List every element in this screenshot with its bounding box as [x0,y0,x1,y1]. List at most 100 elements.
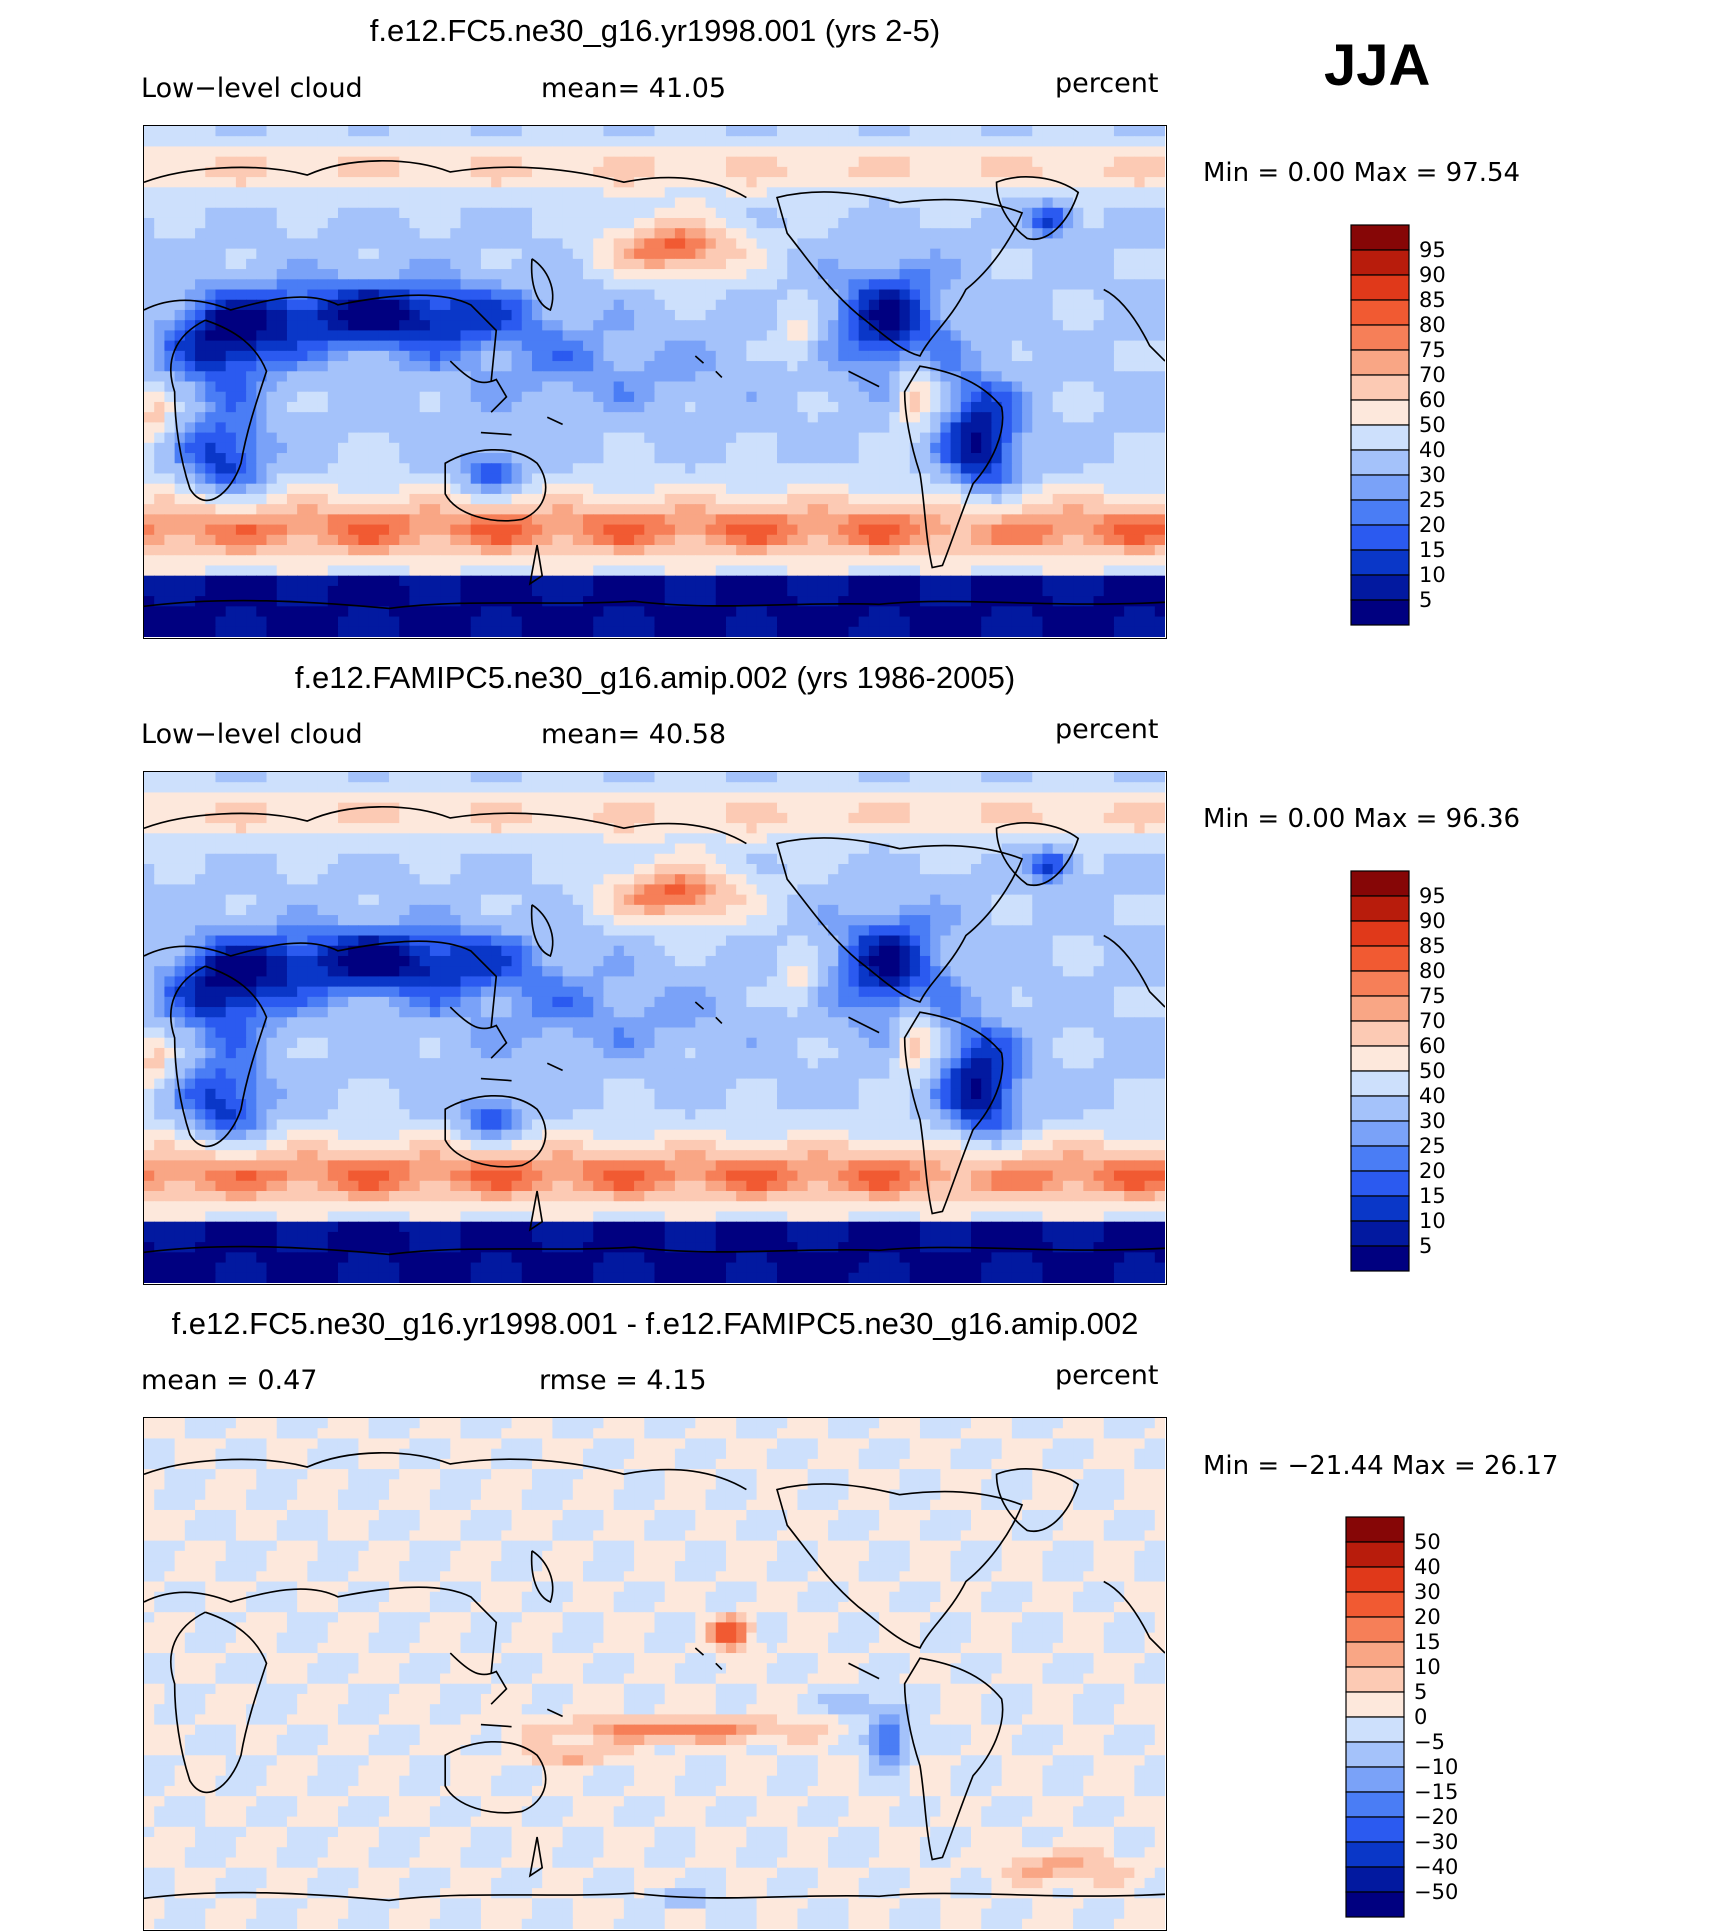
colorbar-swatch [1350,374,1410,401]
panel1-mean-label: mean= 41.05 [541,73,727,104]
colorbar-swatch [1350,549,1410,576]
colorbar-swatch [1350,599,1410,626]
colorbar-swatch [1350,1095,1410,1122]
colorbar-swatch [1350,1145,1410,1172]
panel1-title: f.e12.FC5.ne30_g16.yr1998.001 (yrs 2-5) [369,13,941,48]
colorbar-swatch [1345,1591,1405,1618]
colorbar-tick-label: 50 [1419,413,1446,437]
colorbar-swatch [1350,499,1410,526]
colorbar-swatch [1345,1691,1405,1718]
colorbar-swatch [1350,449,1410,476]
colorbar-tick-label: 10 [1419,563,1446,587]
colorbar-tick-label: 50 [1414,1530,1441,1554]
colorbar-tick-label: 5 [1419,588,1432,612]
colorbar-swatch [1350,1220,1410,1247]
panel3-units-label: percent [1055,1360,1159,1391]
panel2-mean-label: mean= 40.58 [541,719,727,750]
season-label: JJA [1324,33,1431,98]
panel1-map [143,125,1167,639]
panel2-title: f.e12.FAMIPC5.ne30_g16.amip.002 (yrs 198… [294,660,1016,695]
colorbar-swatch [1350,299,1410,326]
colorbar-swatch [1350,995,1410,1022]
panel1-minmax: Min = 0.00 Max = 97.54 [1203,158,1521,188]
colorbar-tick-label: 30 [1414,1580,1441,1604]
colorbar-tick-label: 20 [1414,1605,1441,1629]
colorbar-swatch [1345,1666,1405,1693]
colorbar-tick-label: 95 [1419,238,1446,262]
colorbar-tick-label: 90 [1419,263,1446,287]
colorbar-swatch [1345,1891,1405,1918]
colorbar-swatch [1350,249,1410,276]
colorbar-swatch [1350,399,1410,426]
panel3-minmax: Min = −21.44 Max = 26.17 [1203,1451,1559,1481]
colorbar-tick-label: 5 [1414,1680,1427,1704]
colorbar-swatch [1345,1541,1405,1568]
colorbar-tick-label: 85 [1419,934,1446,958]
panel1-units-label: percent [1055,68,1159,99]
colorbar-tick-label: 10 [1419,1209,1446,1233]
colorbar-tick-label: −20 [1414,1805,1458,1829]
colorbar-tick-label: 30 [1419,1109,1446,1133]
colorbar-tick-label: 85 [1419,288,1446,312]
colorbar-swatch [1345,1766,1405,1793]
colorbar-swatch [1350,224,1410,251]
colorbar-swatch [1345,1616,1405,1643]
colorbar-tick-label: −5 [1414,1730,1445,1754]
colorbar-tick-label: 80 [1419,959,1446,983]
colorbar-swatch [1345,1816,1405,1843]
colorbar-swatch [1350,945,1410,972]
colorbar-tick-label: 40 [1419,1084,1446,1108]
colorbar-tick-label: 20 [1419,1159,1446,1183]
panel3-map [143,1417,1167,1931]
colorbar-swatch [1350,1245,1410,1272]
colorbar-tick-label: 60 [1419,1034,1446,1058]
colorbar-tick-label: 80 [1419,313,1446,337]
colorbar-tick-label: −50 [1414,1880,1458,1904]
colorbar-swatch [1350,870,1410,897]
colorbar-swatch [1345,1741,1405,1768]
colorbar-swatch [1350,424,1410,451]
colorbar-swatch [1345,1566,1405,1593]
colorbar-tick-label: 15 [1419,1184,1446,1208]
colorbar-tick-label: 40 [1419,438,1446,462]
colorbar-swatch [1350,524,1410,551]
colorbar-tick-label: 70 [1419,1009,1446,1033]
colorbar-tick-label: 70 [1419,363,1446,387]
colorbar-tick-label: −15 [1414,1780,1458,1804]
colorbar-tick-label: 20 [1419,513,1446,537]
colorbar-swatch [1350,895,1410,922]
panel2-variable-label: Low−level cloud [141,719,363,750]
colorbar-swatch [1350,1045,1410,1072]
colorbar-swatch [1350,1020,1410,1047]
colorbar-swatch [1345,1841,1405,1868]
panel3-mean-label: mean = 0.47 [141,1365,318,1396]
colorbar-tick-label: 75 [1419,984,1446,1008]
panel3-rmse-label: rmse = 4.15 [539,1365,707,1396]
colorbar-tick-label: 90 [1419,909,1446,933]
colorbar-swatch [1350,574,1410,601]
colorbar-tick-label: 25 [1419,1134,1446,1158]
colorbar-swatch [1350,1120,1410,1147]
colorbar-tick-label: 30 [1419,463,1446,487]
colorbar-tick-label: −40 [1414,1855,1458,1879]
colorbar-swatch [1345,1791,1405,1818]
panel2-map [143,771,1167,1285]
colorbar-tick-label: 50 [1419,1059,1446,1083]
colorbar-tick-label: 75 [1419,338,1446,362]
colorbar-swatch [1350,1170,1410,1197]
colorbar-swatch [1345,1641,1405,1668]
colorbar-swatch [1350,970,1410,997]
colorbar-tick-label: 0 [1414,1705,1427,1729]
colorbar-swatch [1345,1516,1405,1543]
colorbar-tick-label: 95 [1419,884,1446,908]
colorbar-swatch [1350,1195,1410,1222]
colorbar-tick-label: 15 [1419,538,1446,562]
panel2-minmax: Min = 0.00 Max = 96.36 [1203,804,1521,834]
colorbar-swatch [1350,349,1410,376]
colorbar-tick-label: 10 [1414,1655,1441,1679]
panel2-units-label: percent [1055,714,1159,745]
colorbar-swatch [1350,274,1410,301]
